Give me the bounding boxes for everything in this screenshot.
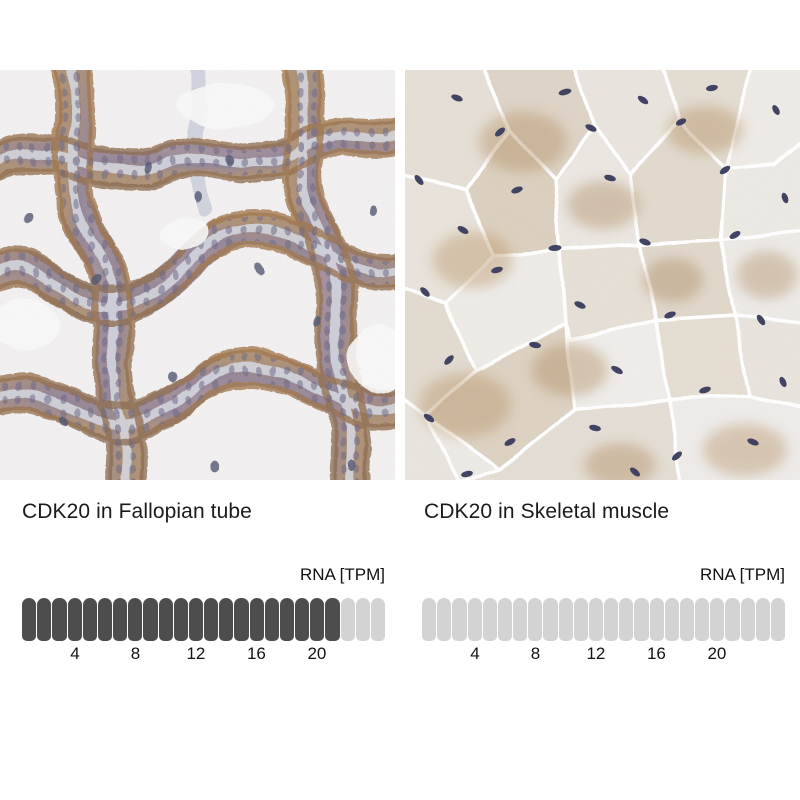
rna-axis-tick: 20 xyxy=(707,644,727,663)
rna-axis-tick: 4 xyxy=(70,644,80,663)
rna-bar-segment xyxy=(158,598,173,641)
rna-bar-segment xyxy=(604,598,619,641)
rna-bar-segment xyxy=(67,598,82,641)
rna-bar-segment xyxy=(543,598,558,641)
rna-axis-tick: 8 xyxy=(530,644,541,663)
rna-bar-segment xyxy=(82,598,97,641)
rna-bar-segment xyxy=(755,598,770,641)
rna-bar-segment xyxy=(97,598,113,641)
rna-axis-ticks-right: 4 8 12 16 20 xyxy=(422,644,785,670)
rna-bar-segment xyxy=(528,598,543,641)
rna-bar-segment xyxy=(452,598,467,641)
rna-bar-track-right[interactable] xyxy=(422,598,786,641)
rna-bar-segment xyxy=(249,598,264,641)
rna-bar-segment xyxy=(370,598,386,641)
panel-fallopian-tube[interactable] xyxy=(0,70,395,480)
rna-bar-track-left[interactable] xyxy=(22,598,386,641)
rna-bar-segment xyxy=(710,598,725,641)
rna-bar-segment xyxy=(128,598,143,641)
rna-bar-segment xyxy=(143,598,158,641)
rna-bar-segment xyxy=(22,598,37,641)
rna-bar-segment xyxy=(558,598,573,641)
rna-bar-segment xyxy=(695,598,710,641)
rna-bar-segment xyxy=(679,598,695,641)
panel-captions: CDK20 in Fallopian tube CDK20 in Skeleta… xyxy=(0,500,800,540)
rna-bar-segment xyxy=(234,598,249,641)
rna-bar-segment xyxy=(770,598,786,641)
rna-bar-segment xyxy=(467,598,482,641)
rna-bar-segment xyxy=(113,598,128,641)
caption-skeletal-muscle: CDK20 in Skeletal muscle xyxy=(424,500,670,523)
micrograph-panels xyxy=(0,70,800,480)
rna-axis-tick: 12 xyxy=(586,644,606,663)
rna-bar-segment xyxy=(188,598,204,641)
rna-bar-segment xyxy=(279,598,295,641)
rna-bar-segment xyxy=(422,598,437,641)
rna-bar-segment xyxy=(664,598,679,641)
rna-axis-tick: 16 xyxy=(646,644,666,663)
rna-bar-segment xyxy=(740,598,755,641)
rna-bar-segment xyxy=(513,598,528,641)
rna-tpm-label-left: RNA [TPM] xyxy=(299,565,385,584)
rna-axis-tick: 16 xyxy=(246,644,266,663)
panel-skeletal-muscle[interactable] xyxy=(405,70,800,480)
rna-bar-segment xyxy=(264,598,279,641)
rna-bar-segment xyxy=(437,598,452,641)
rna-bar-segment xyxy=(588,598,604,641)
rna-bar-segment xyxy=(634,598,649,641)
rna-bar-segment xyxy=(325,598,340,641)
rna-tpm-label-right: RNA [TPM] xyxy=(699,565,785,584)
rna-bar-segment xyxy=(37,598,52,641)
rna-axis-tick: 20 xyxy=(307,644,327,663)
rna-bar-segment xyxy=(619,598,634,641)
rna-axis-ticks-left: 4 8 12 16 20 xyxy=(22,644,385,670)
rna-bar-segment xyxy=(310,598,325,641)
rna-bar-segment xyxy=(295,598,310,641)
micrograph-image-fallopian-tube[interactable] xyxy=(0,70,395,480)
caption-fallopian-tube: CDK20 in Fallopian tube xyxy=(22,500,252,523)
rna-bar-segment xyxy=(355,598,370,641)
rna-bar-segment xyxy=(482,598,497,641)
rna-bar-segment xyxy=(204,598,219,641)
rna-bar-segment xyxy=(52,598,67,641)
rna-axis-tick: 4 xyxy=(470,644,480,663)
rna-bar-segment xyxy=(340,598,355,641)
rna-expression-gauges: RNA [TPM] 4 8 12 16 20 RNA [TPM] 4 8 12 16 20 xyxy=(0,565,800,680)
rna-bar-segment xyxy=(173,598,188,641)
rna-bar-segment xyxy=(219,598,234,641)
micrograph-image-skeletal-muscle[interactable] xyxy=(405,70,800,480)
rna-bar-segment xyxy=(573,598,588,641)
rna-bar-segment xyxy=(725,598,740,641)
rna-bar-segment xyxy=(649,598,664,641)
rna-axis-tick: 12 xyxy=(186,644,206,663)
rna-axis-tick: 8 xyxy=(130,644,141,663)
rna-bar-segment xyxy=(497,598,513,641)
